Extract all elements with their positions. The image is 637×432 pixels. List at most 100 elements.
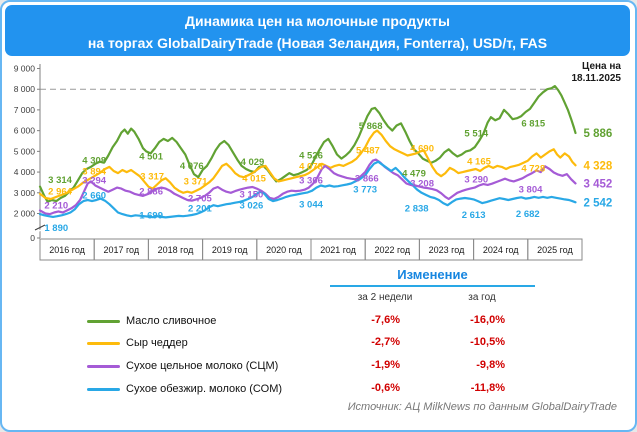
change-table-rule	[330, 285, 535, 287]
annotation-cheddar: 4 165	[467, 157, 491, 168]
axis-break-gap	[34, 227, 46, 234]
line-butter	[38, 84, 577, 203]
x-axis-year-cell	[527, 238, 583, 261]
y-tick-label: 2 000	[14, 209, 36, 219]
legend-item-wmp: Сухое цельное молоко (СЦМ)	[87, 358, 278, 374]
annotation-cheddar: 3 317	[140, 172, 164, 183]
annotation-cheddar: 3 894	[82, 166, 106, 177]
annotation-wmp: 2 705	[188, 194, 212, 205]
legend-label-cheddar: Сыр чеддер	[126, 337, 188, 349]
legend-swatch-wmp	[87, 364, 120, 368]
annotation-butter: 3 314	[48, 175, 72, 186]
legend-swatch-cheddar	[87, 341, 120, 345]
line-cheddar	[38, 129, 577, 201]
value-wmp-year: -9,8%	[476, 359, 505, 371]
y-tick-label: 6 000	[14, 126, 36, 136]
y-tick-label: 7 000	[14, 105, 36, 115]
end-label-butter: 5 886	[583, 128, 612, 140]
source-note: Источник: АЦ MilkNews по данным GlobalDa…	[347, 401, 617, 413]
y-tick-label: 0	[30, 233, 35, 243]
y-tick-label: 4 000	[14, 167, 36, 177]
value-wmp-two-weeks: -1,9%	[371, 359, 400, 371]
annotation-wmp: 2 886	[139, 187, 163, 198]
column-header-two-weeks: за 2 недели	[357, 292, 413, 303]
legend-item-smp: Сухое обезжир. молоко (СОМ)	[87, 381, 282, 397]
legend-item-butter: Масло сливочное	[87, 313, 216, 329]
line-wmp	[38, 158, 577, 216]
value-cheddar-year: -10,5%	[470, 336, 505, 348]
annotation-wmp: 3 290	[464, 175, 488, 186]
annotation-smp: 3 026	[239, 201, 263, 212]
x-axis-year-label: 2025 год	[537, 245, 573, 255]
annotation-wmp: 3 150	[239, 190, 263, 201]
line-smp	[38, 160, 577, 219]
value-cheddar-two-weeks: -2,7%	[371, 336, 400, 348]
value-butter-year: -16,0%	[470, 314, 505, 326]
annotation-cheddar: 4 728	[521, 164, 545, 175]
annotation-cheddar: 2 964	[48, 187, 72, 198]
value-smp-year: -11,8%	[470, 382, 505, 394]
page-title-line1: Динамика цен на молочные продукты	[185, 13, 450, 29]
annotation-smp: 2 613	[462, 210, 486, 221]
annotation-smp: 2 201	[188, 204, 212, 215]
annotation-smp: 1 890	[44, 223, 68, 234]
annotation-wmp: 3 294	[82, 176, 106, 187]
annotation-cheddar: 5 487	[356, 146, 380, 157]
y-tick-label: 8 000	[14, 84, 36, 94]
axis-break-mark	[34, 224, 46, 231]
annotation-cheddar: 4 015	[242, 173, 266, 184]
page-title: Динамика цен на молочные продукты на тор…	[5, 5, 630, 56]
price-chart: 9 000 8 000 7 000 6 000 5 000 4 000 3 000 2 000…	[14, 63, 613, 261]
end-label-cheddar: 4 328	[583, 160, 612, 172]
x-axis-year-label: 2021 год	[320, 245, 356, 255]
price-date-note-line1: Цена на	[582, 61, 621, 72]
end-label-wmp: 3 452	[583, 178, 612, 190]
x-axis-year-label: 2024 год	[483, 245, 519, 255]
y-tick-label: 3 000	[14, 188, 36, 198]
annotation-butter: 4 501	[139, 151, 163, 162]
annotation-cheddar: 3 371	[184, 177, 208, 188]
column-header-year: за год	[468, 292, 496, 303]
legend-label-wmp: Сухое цельное молоко (СЦМ)	[126, 360, 279, 372]
x-axis-year-label: 2022 год	[374, 245, 410, 255]
annotation-cheddar: 4 078	[299, 161, 323, 172]
legend-label-smp: Сухое обезжир. молоко (СОМ)	[126, 383, 283, 395]
annotation-smp: 3 044	[299, 200, 323, 211]
price-date-note: Цена на 18.11.2025	[572, 61, 622, 85]
annotation-smp: 2 682	[516, 209, 540, 220]
x-axis-year-label: 2020 год	[266, 245, 302, 255]
page-title-line2: на торгах GlobalDairyTrade (Новая Зеланд…	[87, 35, 548, 51]
annotation-wmp: 3 866	[355, 173, 379, 184]
end-label-smp: 2 542	[583, 197, 612, 209]
annotation-smp: 2 660	[82, 191, 106, 202]
annotation-smp: 2 838	[405, 204, 429, 215]
annotation-butter: 4 308	[82, 155, 106, 166]
x-axis-year-label: 2016 год	[49, 245, 85, 255]
legend-swatch-smp	[87, 387, 120, 391]
x-axis-year-label: 2019 год	[212, 245, 248, 255]
legend-item-cheddar: Сыр чеддер	[87, 335, 188, 351]
price-date-note-line2: 18.11.2025	[571, 73, 622, 84]
annotation-butter: 4 029	[241, 157, 265, 168]
x-axis-year-label: 2017 год	[103, 245, 139, 255]
y-tick-label: 5 000	[14, 146, 36, 156]
annotation-smp: 3 773	[353, 185, 377, 196]
value-smp-two-weeks: -0,6%	[371, 382, 400, 394]
change-table-header: Изменение	[397, 267, 468, 282]
x-axis-year-label: 2023 год	[429, 245, 465, 255]
annotation-butter: 4 479	[402, 169, 426, 180]
legend-label-butter: Масло сливочное	[126, 315, 217, 327]
annotation-butter: 5 868	[359, 121, 383, 132]
annotation-wmp: 3 804	[519, 185, 543, 196]
legend-swatch-butter	[87, 319, 120, 323]
annotation-wmp: 3 306	[299, 176, 323, 187]
annotation-wmp: 3 208	[410, 179, 434, 190]
annotation-butter: 4 526	[299, 150, 323, 161]
x-axis-year-label: 2018 год	[158, 245, 194, 255]
value-butter-two-weeks: -7,6%	[371, 314, 400, 326]
annotation-cheddar: 4 690	[410, 143, 434, 154]
annotation-butter: 6 815	[521, 119, 545, 130]
annotation-butter: 4 076	[180, 161, 204, 172]
y-tick-label: 9 000	[14, 63, 36, 73]
